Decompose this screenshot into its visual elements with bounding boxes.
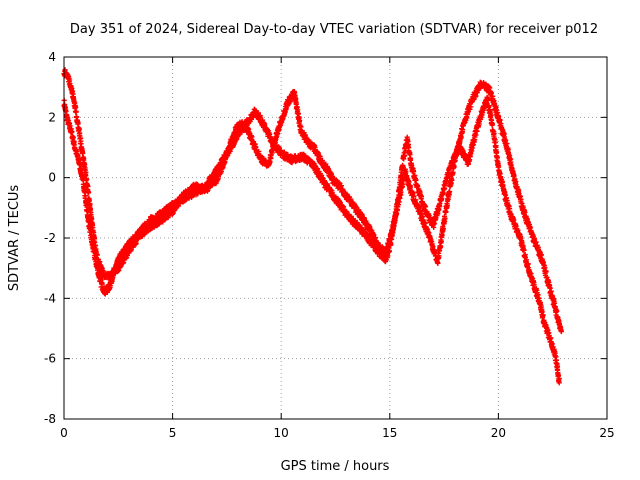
data-point: [442, 215, 448, 221]
data-point: [84, 176, 90, 182]
data-point: [411, 193, 417, 199]
data-point: [407, 155, 414, 162]
data-point: [400, 163, 406, 169]
x-axis-label: GPS time / hours: [281, 459, 390, 474]
y-tick-label: 4: [48, 50, 56, 64]
data-point: [436, 253, 442, 259]
data-point: [413, 177, 419, 183]
data-point: [503, 195, 509, 201]
data-point: [446, 189, 453, 195]
y-tick-label: -6: [44, 352, 56, 366]
data-point: [523, 257, 530, 263]
y-tick-label: -4: [44, 291, 56, 305]
data-point: [491, 130, 497, 137]
plot-frame: [63, 56, 608, 420]
data-point: [540, 312, 546, 318]
data-point: [431, 224, 437, 230]
y-tick-label: -8: [44, 412, 56, 426]
data-point: [99, 280, 105, 286]
data-point: [489, 121, 495, 127]
data-point: [83, 169, 89, 176]
data-point: [298, 124, 304, 130]
data-point: [522, 209, 528, 215]
grid-lines: [64, 57, 607, 419]
data-point: [383, 251, 389, 257]
data-point: [556, 380, 562, 386]
data-points: [61, 67, 564, 386]
data-point: [535, 292, 541, 298]
data-point: [255, 110, 262, 116]
y-axis-label: SDTVAR / TECUs: [7, 185, 22, 292]
data-point: [543, 269, 549, 275]
x-tick-label: 0: [60, 426, 68, 440]
data-point: [73, 108, 79, 115]
data-point: [451, 163, 457, 170]
data-point: [440, 226, 446, 232]
data-point: [410, 169, 417, 175]
data-point: [116, 267, 122, 274]
x-tick-label: 25: [599, 426, 614, 440]
data-point: [454, 149, 460, 155]
data-point: [435, 260, 441, 266]
y-tick-label: -2: [44, 231, 56, 245]
data-point: [422, 204, 429, 210]
data-point: [85, 190, 92, 196]
data-point: [497, 117, 503, 123]
y-tick-label: 2: [48, 110, 56, 124]
x-tick-label: 10: [274, 426, 289, 440]
chart-title: Day 351 of 2024, Sidereal Day-to-day VTE…: [70, 22, 598, 37]
x-tick-label: 15: [382, 426, 397, 440]
data-point: [257, 113, 263, 119]
series-2: [61, 67, 564, 335]
data-point: [418, 194, 425, 200]
x-tick-label: 20: [491, 426, 506, 440]
data-point: [554, 308, 560, 314]
x-tick-label: 5: [169, 426, 177, 440]
data-point: [85, 183, 91, 190]
data-point: [487, 85, 493, 91]
data-point: [410, 190, 416, 197]
axis-ticks: 0 5 10 15 20 25 -8 -6 -4 -2 0 2 4: [44, 50, 615, 440]
data-point: [70, 134, 76, 140]
data-point: [73, 104, 79, 110]
data-point: [82, 193, 89, 199]
data-point: [431, 221, 438, 227]
data-point: [69, 128, 75, 135]
data-point: [77, 162, 83, 168]
data-point: [474, 128, 480, 134]
data-point: [488, 90, 495, 96]
y-tick-label: 0: [48, 171, 56, 185]
data-point: [267, 159, 273, 165]
data-point: [521, 247, 527, 253]
data-point: [407, 184, 414, 190]
data-point: [504, 140, 510, 147]
data-point: [467, 106, 473, 112]
data-point: [403, 168, 409, 175]
data-point: [296, 117, 303, 124]
data-point: [558, 328, 564, 335]
data-point: [449, 177, 455, 183]
data-point: [468, 104, 474, 110]
